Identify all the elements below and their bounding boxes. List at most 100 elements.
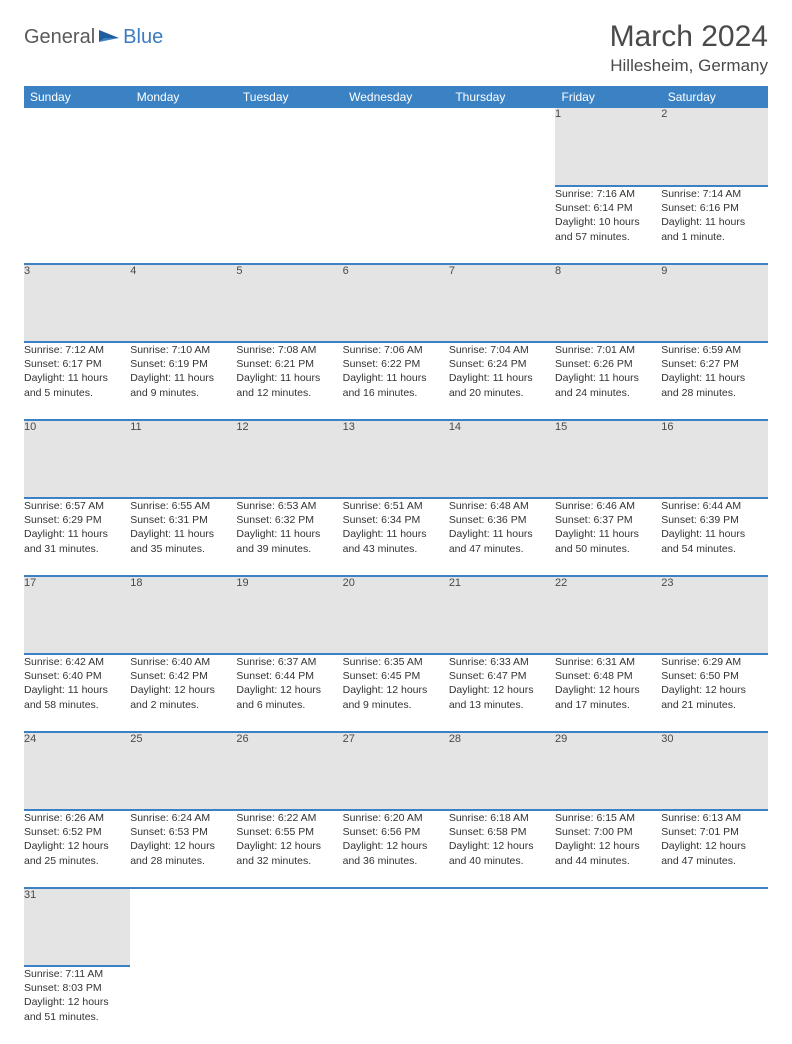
- day-info-line: Daylight: 12 hours: [343, 683, 449, 697]
- day-content-cell: Sunrise: 6:42 AMSunset: 6:40 PMDaylight:…: [24, 654, 130, 732]
- day-info-line: Daylight: 11 hours: [555, 527, 661, 541]
- day-info-line: Sunset: 6:37 PM: [555, 513, 661, 527]
- day-info-line: Daylight: 11 hours: [661, 371, 767, 385]
- day-number-cell: 27: [343, 732, 449, 810]
- day-number-cell: [24, 108, 130, 186]
- day-number-cell: 28: [449, 732, 555, 810]
- day-info-line: Sunset: 6:39 PM: [661, 513, 767, 527]
- day-info-line: Sunrise: 7:14 AM: [661, 187, 767, 201]
- day-info-line: Sunset: 7:01 PM: [661, 825, 767, 839]
- day-info-line: Sunrise: 6:26 AM: [24, 811, 130, 825]
- day-info-line: and 17 minutes.: [555, 698, 661, 712]
- day-info-line: and 9 minutes.: [343, 698, 449, 712]
- day-content-cell: Sunrise: 6:20 AMSunset: 6:56 PMDaylight:…: [343, 810, 449, 888]
- day-number-cell: [555, 888, 661, 966]
- day-info-line: Sunset: 6:14 PM: [555, 201, 661, 215]
- day-info-line: Sunrise: 7:16 AM: [555, 187, 661, 201]
- day-info-line: Daylight: 12 hours: [24, 839, 130, 853]
- day-number-cell: 24: [24, 732, 130, 810]
- day-info-line: Sunrise: 7:06 AM: [343, 343, 449, 357]
- day-info-line: Sunrise: 7:11 AM: [24, 967, 130, 981]
- day-content-cell: Sunrise: 6:48 AMSunset: 6:36 PMDaylight:…: [449, 498, 555, 576]
- day-number-cell: 18: [130, 576, 236, 654]
- day-info-line: Sunset: 6:16 PM: [661, 201, 767, 215]
- day-content-cell: Sunrise: 6:40 AMSunset: 6:42 PMDaylight:…: [130, 654, 236, 732]
- day-content-cell: Sunrise: 7:06 AMSunset: 6:22 PMDaylight:…: [343, 342, 449, 420]
- weekday-header: Friday: [555, 86, 661, 108]
- logo: General Blue: [24, 26, 163, 49]
- day-content-cell: Sunrise: 6:22 AMSunset: 6:55 PMDaylight:…: [236, 810, 342, 888]
- day-info-line: and 12 minutes.: [236, 386, 342, 400]
- day-info-line: Daylight: 12 hours: [343, 839, 449, 853]
- day-info-line: Sunrise: 6:24 AM: [130, 811, 236, 825]
- day-number-row: 10111213141516: [24, 420, 768, 498]
- day-info-line: Sunset: 6:52 PM: [24, 825, 130, 839]
- calendar-body: 12Sunrise: 7:16 AMSunset: 6:14 PMDayligh…: [24, 108, 768, 1044]
- day-content-cell: Sunrise: 7:01 AMSunset: 6:26 PMDaylight:…: [555, 342, 661, 420]
- day-number-row: 24252627282930: [24, 732, 768, 810]
- location: Hillesheim, Germany: [610, 56, 768, 76]
- day-content-row: Sunrise: 7:11 AMSunset: 8:03 PMDaylight:…: [24, 966, 768, 1044]
- day-info-line: Sunrise: 6:13 AM: [661, 811, 767, 825]
- day-content-cell: Sunrise: 6:24 AMSunset: 6:53 PMDaylight:…: [130, 810, 236, 888]
- day-info-line: and 47 minutes.: [449, 542, 555, 556]
- day-info-line: Sunrise: 6:15 AM: [555, 811, 661, 825]
- weekday-header: Monday: [130, 86, 236, 108]
- day-info-line: Sunset: 6:44 PM: [236, 669, 342, 683]
- weekday-header: Tuesday: [236, 86, 342, 108]
- day-content-cell: Sunrise: 7:11 AMSunset: 8:03 PMDaylight:…: [24, 966, 130, 1044]
- day-number-cell: [130, 108, 236, 186]
- day-info-line: and 44 minutes.: [555, 854, 661, 868]
- day-content-cell: [343, 966, 449, 1044]
- day-content-cell: [130, 966, 236, 1044]
- day-number-cell: 22: [555, 576, 661, 654]
- day-number-cell: 17: [24, 576, 130, 654]
- day-info-line: Sunrise: 6:48 AM: [449, 499, 555, 513]
- day-info-line: Sunset: 6:42 PM: [130, 669, 236, 683]
- day-info-line: Daylight: 11 hours: [555, 371, 661, 385]
- day-content-cell: [236, 186, 342, 264]
- day-content-cell: Sunrise: 6:44 AMSunset: 6:39 PMDaylight:…: [661, 498, 767, 576]
- day-info-line: Daylight: 11 hours: [24, 527, 130, 541]
- day-info-line: Sunset: 6:21 PM: [236, 357, 342, 371]
- day-info-line: Sunrise: 6:57 AM: [24, 499, 130, 513]
- day-info-line: Sunset: 6:40 PM: [24, 669, 130, 683]
- day-content-cell: Sunrise: 6:53 AMSunset: 6:32 PMDaylight:…: [236, 498, 342, 576]
- day-info-line: and 54 minutes.: [661, 542, 767, 556]
- day-info-line: Daylight: 12 hours: [661, 839, 767, 853]
- day-info-line: and 2 minutes.: [130, 698, 236, 712]
- day-content-cell: Sunrise: 6:13 AMSunset: 7:01 PMDaylight:…: [661, 810, 767, 888]
- day-info-line: and 39 minutes.: [236, 542, 342, 556]
- day-number-cell: [130, 888, 236, 966]
- day-number-cell: 4: [130, 264, 236, 342]
- day-info-line: Daylight: 11 hours: [24, 683, 130, 697]
- day-info-line: Daylight: 11 hours: [343, 527, 449, 541]
- day-info-line: Sunrise: 6:40 AM: [130, 655, 236, 669]
- day-number-cell: 31: [24, 888, 130, 966]
- day-info-line: and 57 minutes.: [555, 230, 661, 244]
- day-info-line: Sunset: 8:03 PM: [24, 981, 130, 995]
- day-number-cell: 10: [24, 420, 130, 498]
- flag-icon: [99, 28, 121, 47]
- day-content-cell: Sunrise: 7:08 AMSunset: 6:21 PMDaylight:…: [236, 342, 342, 420]
- day-content-row: Sunrise: 7:16 AMSunset: 6:14 PMDaylight:…: [24, 186, 768, 264]
- day-info-line: Sunset: 6:26 PM: [555, 357, 661, 371]
- day-content-cell: [449, 186, 555, 264]
- day-number-cell: 14: [449, 420, 555, 498]
- day-info-line: Sunrise: 6:42 AM: [24, 655, 130, 669]
- day-info-line: and 51 minutes.: [24, 1010, 130, 1024]
- day-info-line: Sunset: 6:55 PM: [236, 825, 342, 839]
- day-content-cell: Sunrise: 7:12 AMSunset: 6:17 PMDaylight:…: [24, 342, 130, 420]
- day-info-line: Sunset: 6:24 PM: [449, 357, 555, 371]
- day-info-line: Sunrise: 7:04 AM: [449, 343, 555, 357]
- title-block: March 2024 Hillesheim, Germany: [610, 20, 768, 76]
- day-info-line: Sunset: 6:19 PM: [130, 357, 236, 371]
- day-content-cell: Sunrise: 6:15 AMSunset: 7:00 PMDaylight:…: [555, 810, 661, 888]
- day-info-line: Sunset: 6:56 PM: [343, 825, 449, 839]
- day-info-line: Daylight: 11 hours: [236, 371, 342, 385]
- day-info-line: Sunrise: 6:51 AM: [343, 499, 449, 513]
- day-content-cell: Sunrise: 6:37 AMSunset: 6:44 PMDaylight:…: [236, 654, 342, 732]
- day-info-line: Sunrise: 7:12 AM: [24, 343, 130, 357]
- month-title: March 2024: [610, 20, 768, 54]
- day-info-line: and 32 minutes.: [236, 854, 342, 868]
